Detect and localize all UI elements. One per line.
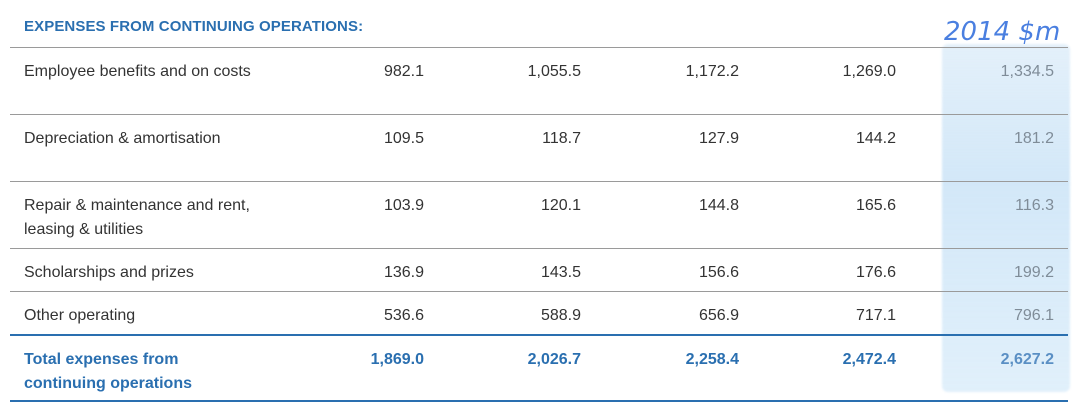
row-label: Employee benefits and on costs — [24, 63, 251, 80]
row-label: Repair & maintenance and rent, leasing &… — [24, 197, 250, 238]
cell-value: 199.2 — [1013, 264, 1054, 281]
cell-value: 120.1 — [540, 197, 581, 214]
cell-value: 796.1 — [1013, 307, 1054, 324]
total-value: 2,258.4 — [685, 351, 739, 368]
cell-value: 176.6 — [855, 264, 896, 281]
total-row: Total expenses from continuing operation… — [10, 334, 1068, 402]
row-label: Other operating — [24, 307, 136, 324]
cell-value: 656.9 — [698, 307, 739, 324]
cell-value: 103.9 — [383, 197, 424, 214]
cell-value: 165.6 — [855, 197, 896, 214]
cell-value: 588.9 — [540, 307, 581, 324]
handwritten-annotation: 2014 $m — [940, 8, 1060, 52]
cell-value: 143.5 — [540, 264, 581, 281]
cell-value: 127.9 — [698, 130, 739, 147]
cell-value: 118.7 — [542, 130, 581, 147]
handwritten-annotation-icon: 2014 $m — [944, 17, 1060, 47]
cell-value: 116.3 — [1015, 197, 1054, 214]
cell-value: 982.1 — [383, 63, 424, 80]
section-header: EXPENSES FROM CONTINUING OPERATIONS: — [24, 18, 364, 35]
table-row: Scholarships and prizes 136.9 143.5 156.… — [10, 248, 1068, 291]
table-row: Depreciation & amortisation 109.5 118.7 … — [10, 114, 1068, 181]
table-row: Repair & maintenance and rent, leasing &… — [10, 181, 1068, 248]
row-label: Scholarships and prizes — [24, 264, 194, 281]
table-row: Other operating 536.6 588.9 656.9 717.1 … — [10, 291, 1068, 334]
total-label: Total expenses from continuing operation… — [24, 351, 192, 392]
annotation-text: 2014 $m — [944, 17, 1060, 47]
total-value: 2,472.4 — [842, 351, 896, 368]
cell-value: 109.5 — [383, 130, 424, 147]
table-row: Employee benefits and on costs 982.1 1,0… — [10, 47, 1068, 114]
cell-value: 144.8 — [698, 197, 739, 214]
cell-value: 1,334.5 — [1000, 63, 1054, 80]
cell-value: 181.2 — [1013, 130, 1054, 147]
cell-value: 536.6 — [383, 307, 424, 324]
cell-value: 136.9 — [383, 264, 424, 281]
expenses-table: Employee benefits and on costs 982.1 1,0… — [10, 47, 1068, 402]
total-value: 2,026.7 — [527, 351, 581, 368]
cell-value: 1,269.0 — [842, 63, 896, 80]
cell-value: 717.1 — [855, 307, 896, 324]
cell-value: 1,172.2 — [685, 63, 739, 80]
cell-value: 156.6 — [698, 264, 739, 281]
total-value: 2,627.2 — [1000, 351, 1054, 368]
cell-value: 1,055.5 — [527, 63, 581, 80]
row-label: Depreciation & amortisation — [24, 130, 221, 147]
total-value: 1,869.0 — [370, 351, 424, 368]
cell-value: 144.2 — [855, 130, 896, 147]
